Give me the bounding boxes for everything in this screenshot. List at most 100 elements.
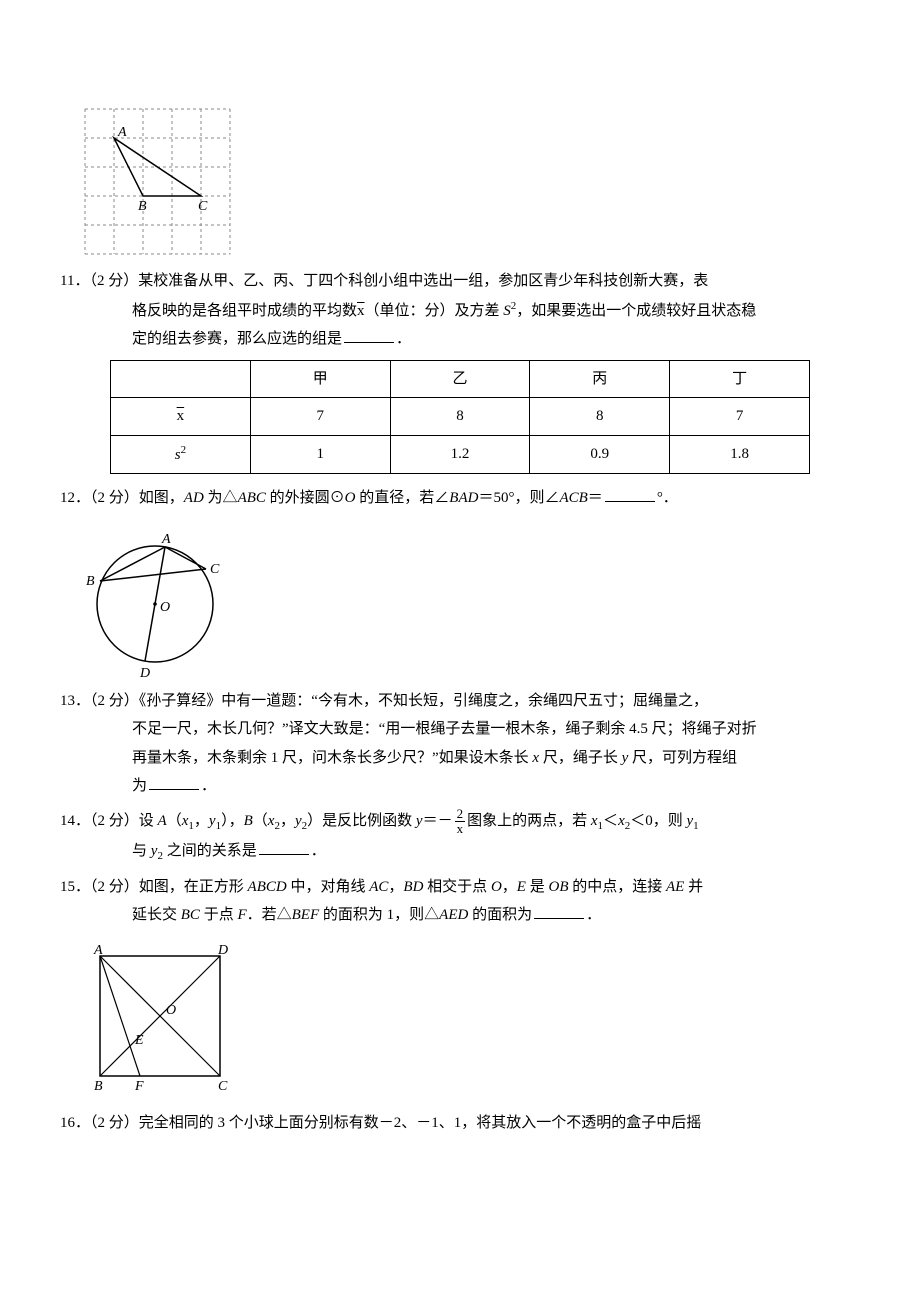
q15-l: 的面积为 1，则△ [319,907,439,923]
q12-a: 如图， [139,490,184,506]
q14-i: 图象上的两点，若 [467,813,591,829]
c-B: B [86,574,95,589]
q13-number: 13． [60,693,90,709]
r1c1: 7 [250,398,390,436]
square-svg: A D B C O E F [80,936,240,1101]
q15-f: 是 [526,879,549,895]
q14-m: 之间的关系是 [163,843,257,859]
problem-11: 11．（2 分）某校准备从甲、乙、丙、丁四个科创小组中选出一组，参加区青少年科技… [60,267,860,354]
q11-xbar1: x [357,303,365,319]
th-bing: 丙 [530,360,670,398]
q11-text-c: （单位：分）及方差 [365,303,504,319]
q11-points: （2 分） [89,273,138,289]
sq-O: O [166,1003,176,1018]
q15-ABCD: ABCD [248,879,287,895]
q14-yy: y [416,813,423,829]
q15-OB: OB [548,879,568,895]
sq-B: B [94,1079,103,1094]
q14-number: 14． [60,813,90,829]
q15-points: （2 分） [90,879,139,895]
q13-blank [149,775,199,790]
r1c3: 8 [530,398,670,436]
q15-n: ． [586,907,601,923]
q11-number: 11． [60,273,89,289]
q13-points: （2 分） [90,693,139,709]
q11-text-d: ，如果要选出一个成绩较好且状态稳 [516,303,756,319]
c-A: A [161,532,171,547]
q14-g: ）是反比例函数 [307,813,416,829]
q12-O: O [345,490,356,506]
q12-AD: AD [184,490,204,506]
q14-blank [259,840,309,855]
q16-a: 完全相同的 3 个小球上面分别标有数－2、－1、1，将其放入一个不透明的盒子中后… [139,1115,702,1131]
q15-a: 如图，在正方形 [139,879,248,895]
q12-d: 的直径，若∠ [356,490,450,506]
r2c3: 0.9 [530,435,670,474]
q14-x1b: x [591,813,598,829]
c-O: O [160,600,170,615]
q14-n: ． [311,843,326,859]
q13-f: 为 [132,778,147,794]
q14-j: ＜ [603,813,618,829]
problem-13: 13．（2 分）《孙子算经》中有一道题：“今有木，不知长短，引绳度之，余绳四尺五… [60,687,860,801]
q15-j: 于点 [200,907,238,923]
problem-16: 16．（2 分）完全相同的 3 个小球上面分别标有数－2、－1、1，将其放入一个… [60,1109,860,1138]
label-B: B [138,199,147,214]
problem-15: 15．（2 分）如图，在正方形 ABCD 中，对角线 AC，BD 相交于点 O，… [60,873,860,930]
q14-b: （ [167,813,182,829]
q15-number: 15． [60,879,90,895]
q15-i: 延长交 [132,907,181,923]
circle-svg: A B C O D [80,519,230,679]
q14-a: 设 [139,813,158,829]
q13-c: 再量木条，木条剩余 1 尺，问木条长多少尺？”如果设木条长 [132,750,532,766]
q15-AED: AED [439,907,468,923]
q12-BAD: BAD [449,490,478,506]
q14-y2: y [295,813,302,829]
q15-c: ， [388,879,403,895]
sq-C: C [218,1079,228,1094]
q14-x2b: x [618,813,625,829]
q15-AE: AE [666,879,684,895]
q12-c: 的外接圆⊙ [266,490,345,506]
q12-b: 为△ [204,490,238,506]
q14-e: （ [253,813,268,829]
q15-d: 相交于点 [423,879,491,895]
th-jia: 甲 [250,360,390,398]
q15-b: 中，对角线 [287,879,370,895]
q16-number: 16． [60,1115,90,1131]
q15-m: 的面积为 [468,907,532,923]
q14-l: 与 [132,843,151,859]
th-ding: 丁 [670,360,810,398]
th-yi: 乙 [390,360,530,398]
q15-e: ， [502,879,517,895]
q13-b: 不足一尺，木长几何？”译文大致是：“用一根绳子去量一根木条，绳子剩余 4.5 尺… [132,721,757,737]
q16-points: （2 分） [90,1115,139,1131]
q14-k: ＜0，则 [630,813,686,829]
q12-g: °． [657,490,678,506]
sq-D: D [217,943,228,958]
q11-text-b: 格反映的是各组平时成绩的平均数 [132,303,357,319]
label-A: A [117,125,127,140]
r2c4: 1.8 [670,435,810,474]
q15-E: E [517,879,526,895]
sq-F: F [134,1079,144,1094]
square-figure: A D B C O E F [80,936,860,1101]
q11-blank [344,328,394,343]
q15-h: 并 [684,879,703,895]
q11-text-a: 某校准备从甲、乙、丙、丁四个科创小组中选出一组，参加区青少年科技创新大赛，表 [138,273,708,289]
q12-blank [605,487,655,502]
q11-text-e: 定的组去参赛，那么应选的组是 [132,331,342,347]
r1c2: 8 [390,398,530,436]
q15-F: F [237,907,246,923]
q14-frac: 2x [455,807,466,837]
q11-S: S [503,303,511,319]
q15-k: ．若△ [247,907,292,923]
q13-e: 尺，可列方程组 [628,750,737,766]
label-C: C [198,199,208,214]
q15-BC: BC [181,907,200,923]
q15-O: O [491,879,502,895]
q13-d: 尺，绳子长 [539,750,622,766]
q14-y1: y [209,813,216,829]
q12-e: ＝50°，则∠ [478,490,559,506]
q14-c: ， [194,813,209,829]
